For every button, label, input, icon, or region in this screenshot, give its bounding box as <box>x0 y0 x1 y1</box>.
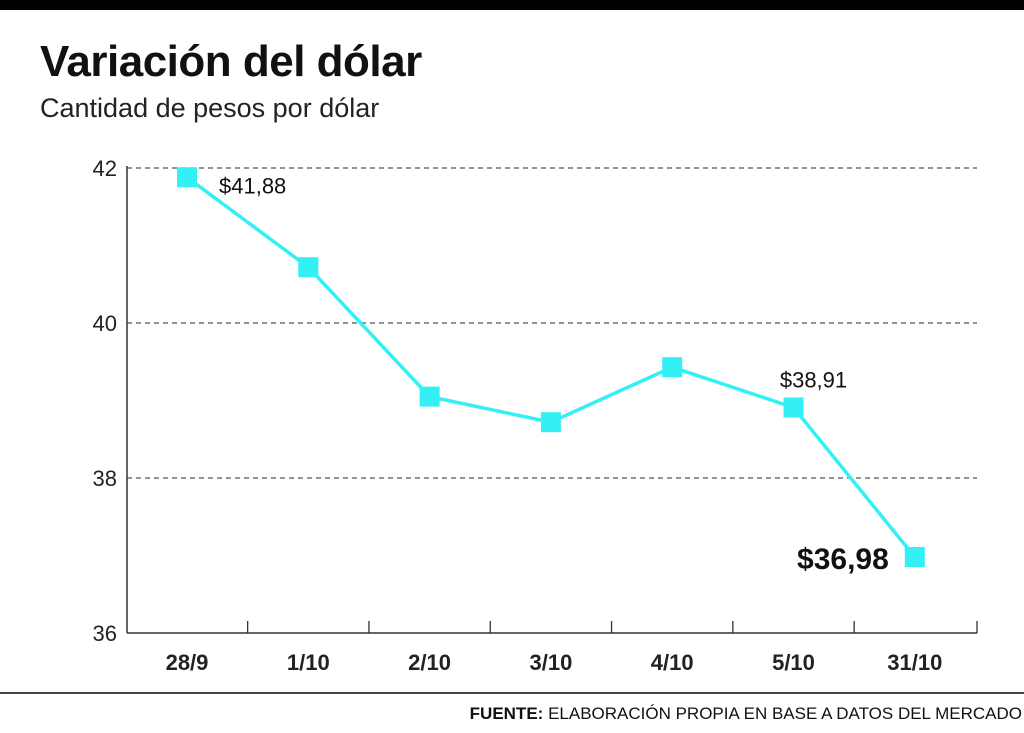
y-tick-label-40: 40 <box>93 311 117 336</box>
x-tick-label-3/10: 3/10 <box>529 650 572 675</box>
data-point-3/10 <box>540 412 561 433</box>
data-point-1/10 <box>298 257 319 278</box>
x-tick-label-28/9: 28/9 <box>166 650 209 675</box>
x-tick-label-2/10: 2/10 <box>408 650 451 675</box>
source-label: FUENTE: <box>469 704 544 723</box>
x-tick-label-1/10: 1/10 <box>287 650 330 675</box>
line-chart: 36 38 40 42 28/9 1/10 2/10 3/10 4/10 5/10 31/10 $41… <box>93 156 978 675</box>
y-tick-label-36: 36 <box>93 621 117 646</box>
data-point-2/10 <box>419 386 440 407</box>
data-label-28/9: $41,88 <box>219 173 286 198</box>
x-tick-label-4/10: 4/10 <box>651 650 694 675</box>
y-tick-label-38: 38 <box>93 466 117 491</box>
x-tick-label-5/10: 5/10 <box>772 650 815 675</box>
chart-title: Variación del dólar <box>40 37 422 86</box>
data-label-5/10: $38,91 <box>780 367 847 392</box>
data-point-31/10 <box>904 547 925 568</box>
data-point-5/10 <box>783 397 804 418</box>
y-tick-label-42: 42 <box>93 156 117 181</box>
source-text: ELABORACIÓN PROPIA EN BASE A DATOS DEL M… <box>548 704 1022 723</box>
data-point-28/9 <box>177 167 197 188</box>
top-rule <box>0 0 1024 10</box>
data-point-4/10 <box>662 357 683 378</box>
x-tick-label-31/10: 31/10 <box>887 650 942 675</box>
data-label-31/10: $36,98 <box>797 543 889 576</box>
footer-divider <box>0 692 1024 694</box>
source-note: FUENTE: ELABORACIÓN PROPIA EN BASE A DAT… <box>470 704 1022 724</box>
chart-subtitle: Cantidad de pesos por dólar <box>40 93 380 123</box>
